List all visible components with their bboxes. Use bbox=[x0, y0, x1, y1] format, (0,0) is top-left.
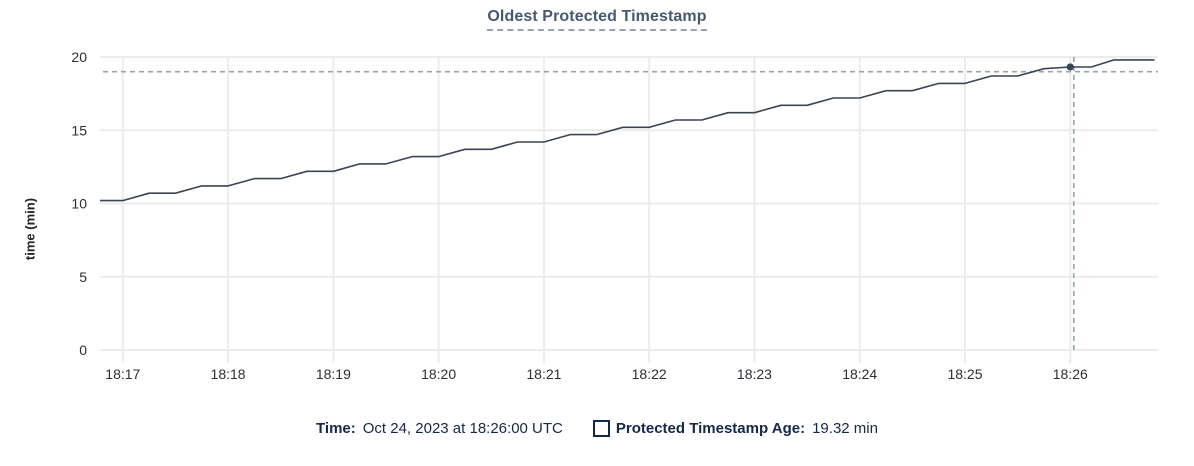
x-tick-label: 18:26 bbox=[1053, 366, 1088, 382]
y-tick-label: 10 bbox=[71, 196, 87, 212]
chart-title[interactable]: Oldest Protected Timestamp bbox=[487, 8, 707, 31]
y-tick-label: 5 bbox=[79, 269, 87, 285]
x-tick-label: 18:23 bbox=[737, 366, 772, 382]
x-tick-label: 18:24 bbox=[842, 366, 877, 382]
x-tick-label: 18:20 bbox=[421, 366, 456, 382]
legend-time-value: Oct 24, 2023 at 18:26:00 UTC bbox=[362, 420, 563, 437]
x-tick-label: 18:21 bbox=[526, 366, 561, 382]
y-tick-label: 0 bbox=[79, 342, 87, 358]
x-tick-label: 18:17 bbox=[105, 366, 140, 382]
y-tick-label: 15 bbox=[71, 122, 87, 138]
legend-series-value: 19.32 min bbox=[812, 420, 878, 437]
x-tick-label: 18:22 bbox=[632, 366, 667, 382]
y-tick-label: 20 bbox=[71, 49, 87, 65]
x-tick-label: 18:25 bbox=[947, 366, 982, 382]
x-tick-label: 18:18 bbox=[211, 366, 246, 382]
x-tick-label: 18:19 bbox=[316, 366, 351, 382]
series-line-protected-timestamp-age bbox=[100, 59, 1155, 202]
legend-series-swatch bbox=[592, 420, 610, 437]
chart-legend: Time: Oct 24, 2023 at 18:26:00 UTC Prote… bbox=[0, 420, 1194, 437]
chart-canvas[interactable]: 0 5 10 15 20 18:17 18:18 18:19 18:20 18:21 18:22 18… bbox=[0, 0, 1194, 400]
chart-header: Oldest Protected Timestamp bbox=[0, 8, 1194, 31]
legend-time-label: Time: bbox=[316, 420, 356, 437]
highlighted-data-point[interactable] bbox=[1066, 63, 1074, 71]
legend-series-label: Protected Timestamp Age: bbox=[615, 420, 806, 437]
